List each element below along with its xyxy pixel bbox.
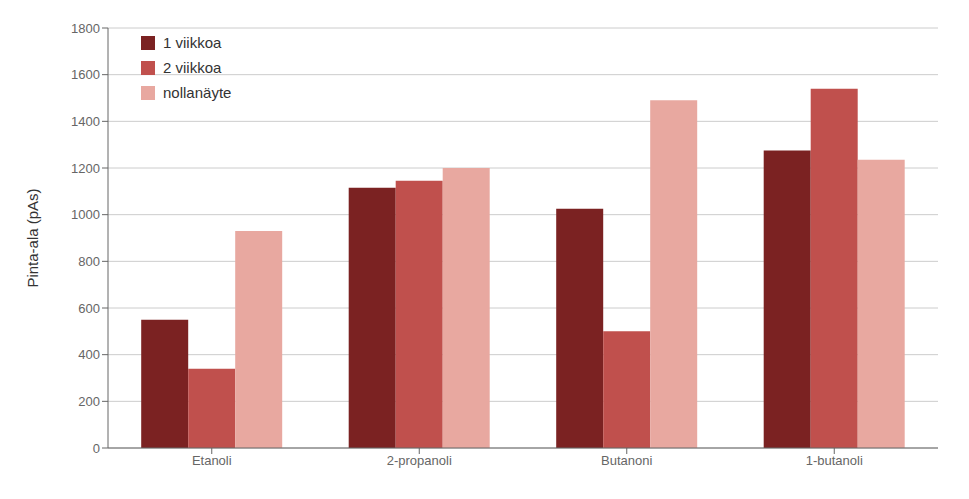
svg-text:Butanoni: Butanoni	[601, 453, 652, 468]
svg-text:600: 600	[78, 301, 100, 316]
svg-text:1800: 1800	[71, 21, 100, 36]
svg-text:0: 0	[93, 441, 100, 456]
html-text:1 viikkoa: 1 viikkoa	[163, 34, 222, 51]
svg-text:1-butanoli: 1-butanoli	[806, 453, 863, 468]
svg-text:800: 800	[78, 254, 100, 269]
svg-text:Etanoli: Etanoli	[192, 453, 232, 468]
svg-text:200: 200	[78, 394, 100, 409]
svg-text:1200: 1200	[71, 161, 100, 176]
svg-text:2-propanoli: 2-propanoli	[387, 453, 452, 468]
svg-text:1400: 1400	[71, 114, 100, 129]
html-text:2 viikkoa: 2 viikkoa	[163, 59, 222, 76]
svg-text:1000: 1000	[71, 207, 100, 222]
svg-text:400: 400	[78, 347, 100, 362]
svg-text:1600: 1600	[71, 67, 100, 82]
svg-text:Pinta-ala (pAs): Pinta-ala (pAs)	[24, 188, 41, 287]
html-text:nollanäyte: nollanäyte	[163, 84, 232, 101]
